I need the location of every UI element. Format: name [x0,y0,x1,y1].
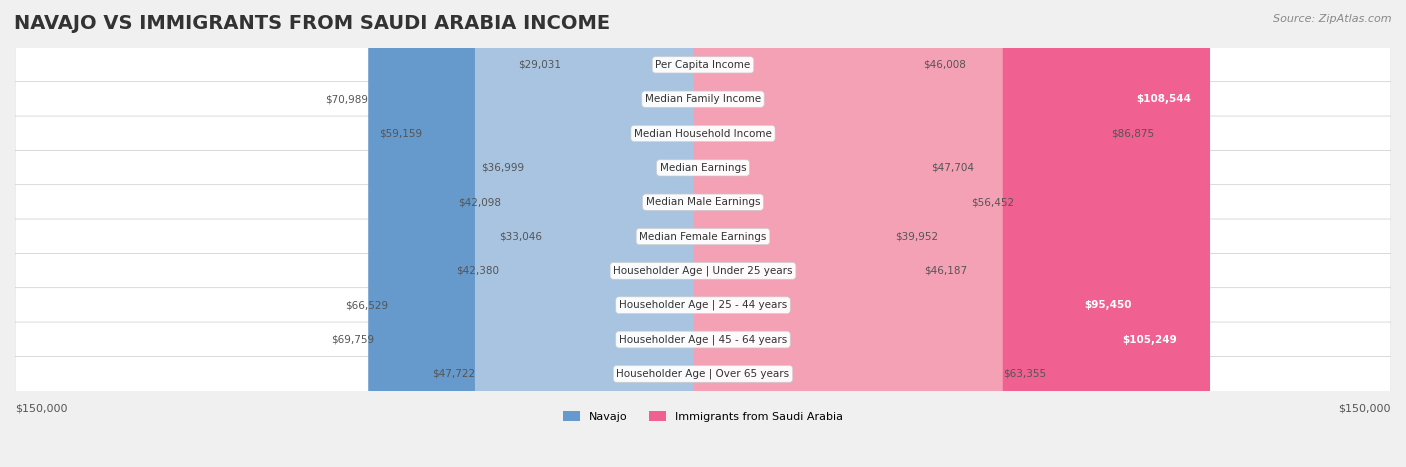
FancyBboxPatch shape [693,0,1211,467]
FancyBboxPatch shape [499,0,713,467]
FancyBboxPatch shape [15,322,1391,357]
FancyBboxPatch shape [524,0,713,467]
FancyBboxPatch shape [422,0,713,467]
Text: $108,544: $108,544 [1136,94,1192,104]
Text: $36,999: $36,999 [481,163,524,173]
FancyBboxPatch shape [693,0,896,467]
FancyBboxPatch shape [475,0,713,467]
Text: $29,031: $29,031 [517,60,561,70]
Text: Householder Age | 45 - 64 years: Householder Age | 45 - 64 years [619,334,787,345]
Text: $46,008: $46,008 [924,60,966,70]
Text: NAVAJO VS IMMIGRANTS FROM SAUDI ARABIA INCOME: NAVAJO VS IMMIGRANTS FROM SAUDI ARABIA I… [14,14,610,33]
FancyBboxPatch shape [388,0,713,467]
Text: $42,098: $42,098 [458,197,501,207]
Text: $150,000: $150,000 [15,403,67,413]
FancyBboxPatch shape [561,0,713,467]
Text: $86,875: $86,875 [1111,128,1154,139]
FancyBboxPatch shape [368,0,713,467]
Text: $150,000: $150,000 [1339,403,1391,413]
FancyBboxPatch shape [693,0,1002,467]
FancyBboxPatch shape [693,0,931,467]
FancyBboxPatch shape [693,0,924,467]
FancyBboxPatch shape [501,0,713,467]
FancyBboxPatch shape [15,47,1391,82]
FancyBboxPatch shape [15,219,1391,254]
Text: Median Family Income: Median Family Income [645,94,761,104]
Text: Median Female Earnings: Median Female Earnings [640,232,766,241]
Text: $66,529: $66,529 [346,300,388,310]
Text: Householder Age | 25 - 44 years: Householder Age | 25 - 44 years [619,300,787,311]
FancyBboxPatch shape [15,288,1391,323]
Text: Source: ZipAtlas.com: Source: ZipAtlas.com [1274,14,1392,24]
Text: $46,187: $46,187 [924,266,967,276]
Text: Householder Age | Over 65 years: Householder Age | Over 65 years [616,368,790,379]
Text: $39,952: $39,952 [896,232,939,241]
Text: $69,759: $69,759 [330,334,374,345]
Text: Per Capita Income: Per Capita Income [655,60,751,70]
Text: $59,159: $59,159 [380,128,422,139]
Text: Median Earnings: Median Earnings [659,163,747,173]
FancyBboxPatch shape [693,0,1111,467]
FancyBboxPatch shape [15,356,1391,391]
FancyBboxPatch shape [693,0,924,467]
FancyBboxPatch shape [15,82,1391,117]
Legend: Navajo, Immigrants from Saudi Arabia: Navajo, Immigrants from Saudi Arabia [558,407,848,427]
Text: Median Household Income: Median Household Income [634,128,772,139]
Text: Householder Age | Under 25 years: Householder Age | Under 25 years [613,266,793,276]
FancyBboxPatch shape [15,184,1391,219]
FancyBboxPatch shape [693,0,972,467]
Text: $95,450: $95,450 [1084,300,1132,310]
Text: $47,704: $47,704 [931,163,974,173]
FancyBboxPatch shape [693,0,1150,467]
FancyBboxPatch shape [15,254,1391,289]
FancyBboxPatch shape [543,0,713,467]
Text: Median Male Earnings: Median Male Earnings [645,197,761,207]
Text: $63,355: $63,355 [1002,369,1046,379]
FancyBboxPatch shape [15,150,1391,185]
Text: $42,380: $42,380 [457,266,499,276]
FancyBboxPatch shape [15,116,1391,151]
FancyBboxPatch shape [693,0,1195,467]
Text: $56,452: $56,452 [972,197,1014,207]
Text: $105,249: $105,249 [1122,334,1177,345]
Text: $33,046: $33,046 [499,232,543,241]
Text: $70,989: $70,989 [325,94,368,104]
FancyBboxPatch shape [374,0,713,467]
Text: $47,722: $47,722 [432,369,475,379]
